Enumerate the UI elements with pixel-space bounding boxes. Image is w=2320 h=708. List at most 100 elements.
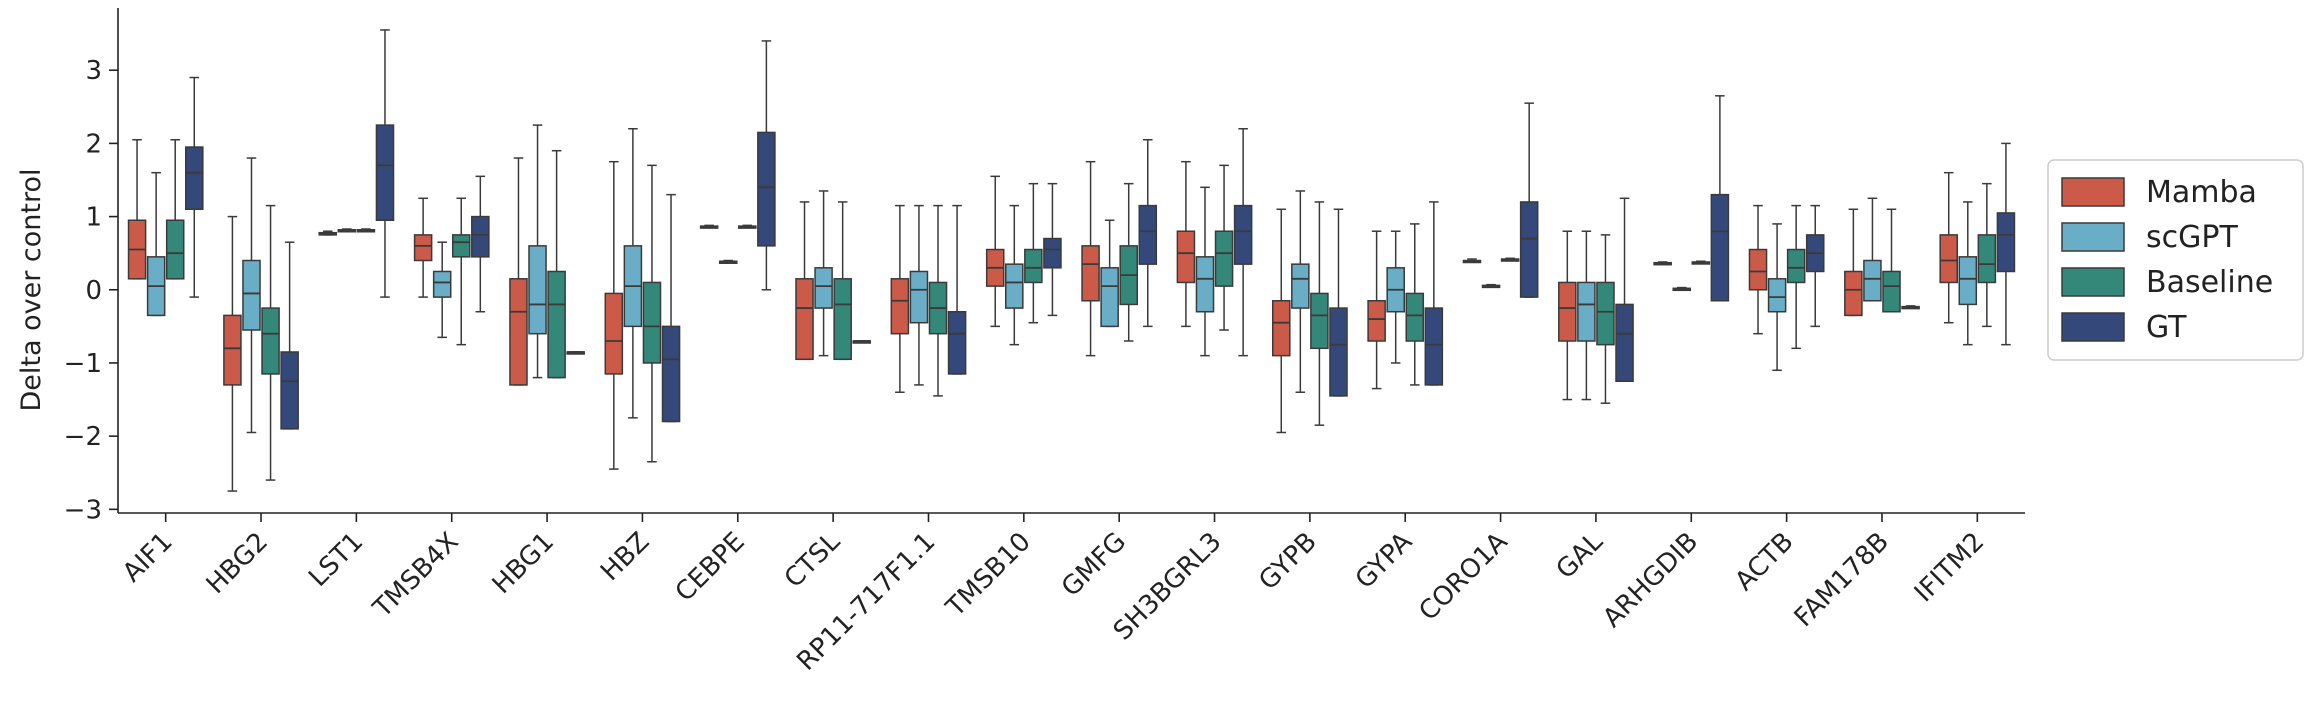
box-iqr bbox=[1405, 292, 1425, 342]
box-scgpt-gypb bbox=[1291, 190, 1310, 393]
box-iqr bbox=[1005, 263, 1024, 309]
x-tick-label: LST1 bbox=[303, 527, 369, 593]
legend-swatch-baseline bbox=[2061, 267, 2125, 297]
box-scgpt-tmsb10 bbox=[1005, 204, 1024, 346]
box-iqr bbox=[1043, 237, 1062, 269]
box-gt-sh3bgrl3 bbox=[1233, 128, 1253, 357]
box-baseline-fam178b bbox=[1882, 208, 1901, 313]
box-scgpt-lst1 bbox=[337, 228, 357, 233]
x-tick-label: HBG2 bbox=[201, 527, 274, 600]
box-iqr bbox=[1882, 270, 1901, 313]
box-scgpt-rp11-717f1.1 bbox=[909, 204, 929, 386]
box-gt-hbg2 bbox=[280, 241, 299, 430]
box-baseline-arhgdib bbox=[1691, 260, 1711, 265]
box-iqr bbox=[1863, 259, 1882, 302]
box-baseline-cebpe bbox=[738, 224, 757, 229]
box-gt-ifitm2 bbox=[1996, 142, 2016, 346]
legend-swatch-gt bbox=[2061, 312, 2125, 342]
box-baseline-hbg2 bbox=[261, 204, 280, 481]
box-baseline-gal bbox=[1596, 234, 1615, 404]
box-gt-ctsl bbox=[852, 340, 872, 344]
x-tick-label: ACTB bbox=[1729, 527, 1799, 597]
box-iqr bbox=[909, 270, 929, 324]
x-tick-label: GAL bbox=[1551, 526, 1610, 585]
y-axis: −3 −2 −1 0 1 2 3 bbox=[64, 8, 119, 525]
box-iqr bbox=[1310, 292, 1329, 350]
box-iqr bbox=[814, 267, 833, 309]
box-gt-actb bbox=[1805, 204, 1825, 328]
box-mamba-aif1 bbox=[127, 138, 147, 280]
box-iqr bbox=[1214, 230, 1234, 287]
box-iqr bbox=[604, 292, 624, 375]
box-mamba-rp11-717f1.1 bbox=[890, 204, 910, 393]
box-scgpt-actb bbox=[1767, 223, 1787, 372]
box-iqr bbox=[528, 245, 547, 335]
x-tick-label: AIF1 bbox=[117, 527, 178, 588]
box-iqr bbox=[509, 278, 528, 386]
box-mamba-hbg1 bbox=[509, 157, 528, 386]
x-tick-label: CORO1A bbox=[1413, 527, 1513, 627]
box-iqr bbox=[1138, 204, 1158, 265]
box-scgpt-coro1a bbox=[1481, 283, 1501, 289]
x-tick-label: HBZ bbox=[595, 527, 655, 587]
legend-label-scgpt: scGPT bbox=[2146, 220, 2238, 255]
box-gt-rp11-717f1.1 bbox=[947, 204, 967, 375]
box-iqr bbox=[1424, 307, 1444, 386]
box-baseline-gypb bbox=[1310, 201, 1329, 426]
box-scgpt-gypa bbox=[1386, 230, 1405, 364]
box-iqr bbox=[1367, 300, 1386, 342]
box-mamba-hbz bbox=[604, 160, 624, 470]
box-iqr bbox=[795, 278, 814, 361]
box-baseline-aif1 bbox=[165, 138, 185, 280]
box-baseline-actb bbox=[1786, 204, 1806, 350]
legend-swatch-scgpt bbox=[2061, 222, 2125, 252]
box-scgpt-ifitm2 bbox=[1958, 201, 1978, 346]
y-tick-label: −2 bbox=[64, 422, 102, 452]
box-scgpt-ctsl bbox=[814, 190, 833, 357]
box-baseline-ifitm2 bbox=[1977, 182, 1997, 328]
box-gt-fam178b bbox=[1901, 305, 1920, 310]
box-scgpt-gmfg bbox=[1100, 219, 1119, 328]
box-scgpt-hbg1 bbox=[528, 124, 547, 379]
box-mamba-actb bbox=[1748, 204, 1768, 335]
box-gt-gypb bbox=[1329, 208, 1348, 397]
box-scgpt-fam178b bbox=[1863, 197, 1882, 302]
box-scgpt-cebpe bbox=[718, 259, 738, 264]
legend-swatch-mamba bbox=[2061, 177, 2125, 207]
box-mamba-gypb bbox=[1271, 208, 1291, 434]
legend-frame bbox=[2047, 159, 2304, 361]
box-iqr bbox=[1291, 263, 1310, 309]
box-gt-lst1 bbox=[375, 29, 395, 298]
box-scgpt-aif1 bbox=[146, 171, 166, 317]
box-iqr bbox=[451, 234, 471, 258]
box-iqr bbox=[375, 124, 395, 221]
box-mamba-gypa bbox=[1367, 230, 1386, 390]
box-iqr bbox=[1519, 201, 1539, 298]
box-iqr bbox=[1176, 230, 1196, 284]
box-scgpt-hbg2 bbox=[242, 157, 261, 434]
legend-label-mamba: Mamba bbox=[2146, 175, 2257, 210]
box-iqr bbox=[1100, 267, 1119, 328]
legend-label-baseline: Baseline bbox=[2146, 265, 2273, 300]
box-scgpt-tmsb4x bbox=[432, 241, 452, 339]
box-mamba-fam178b bbox=[1844, 208, 1863, 317]
box-iqr bbox=[184, 146, 204, 211]
y-tick-label: 2 bbox=[85, 129, 102, 159]
box-iqr bbox=[1558, 281, 1577, 342]
box-mamba-gal bbox=[1558, 230, 1577, 401]
box-gt-arhgdib bbox=[1710, 95, 1730, 302]
box-scgpt-arhgdib bbox=[1672, 286, 1692, 292]
box-iqr bbox=[833, 278, 852, 361]
box-iqr bbox=[165, 219, 185, 280]
box-gt-gmfg bbox=[1138, 138, 1158, 328]
x-tick-label: TMSB10 bbox=[940, 527, 1037, 624]
box-gt-hbg1 bbox=[566, 351, 585, 355]
x-tick-label: HBG1 bbox=[487, 527, 560, 600]
box-baseline-gypa bbox=[1405, 223, 1425, 386]
box-mamba-hbg2 bbox=[223, 215, 242, 492]
box-gt-gal bbox=[1615, 197, 1634, 383]
box-iqr bbox=[1767, 278, 1787, 313]
box-baseline-rp11-717f1.1 bbox=[928, 204, 948, 397]
